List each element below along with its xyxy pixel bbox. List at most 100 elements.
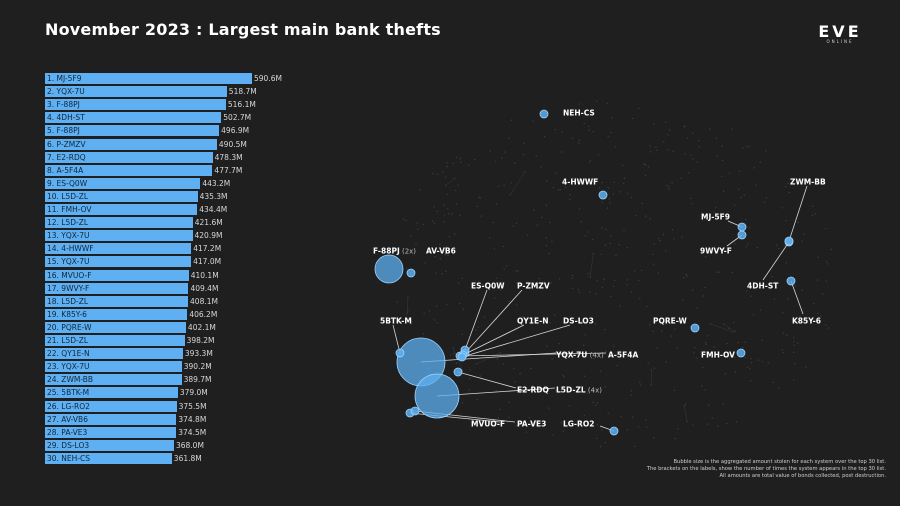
- bar-category-label: 22. QY1E-N: [47, 349, 90, 359]
- system-count-label: (4x): [587, 352, 604, 360]
- bar-category-label: 26. LG-RO2: [47, 401, 90, 411]
- system-label: P-ZMZV: [517, 282, 550, 291]
- bar-value-label: 434.4M: [199, 205, 228, 214]
- bar-value-label: 398.2M: [186, 336, 215, 345]
- leader-line: [762, 241, 790, 281]
- bar-value-label: 379.0M: [179, 388, 208, 398]
- system-label: ES-Q0W: [471, 282, 505, 291]
- footnote-2: The brackets on the labels, show the num…: [646, 466, 886, 472]
- bar-value-label: 443.2M: [202, 178, 231, 188]
- bar: [45, 426, 177, 438]
- system-label: ZWM-BB: [790, 178, 826, 187]
- bar: [45, 230, 193, 242]
- bar-category-label: 23. YQX-7U: [47, 362, 90, 372]
- system-label: YQX-7U (4x): [555, 351, 604, 360]
- system-label: F-88PJ (2x): [373, 247, 416, 256]
- bar-value-label: 496.9M: [221, 126, 250, 136]
- bar: [45, 256, 192, 268]
- system-bubble: [598, 190, 608, 200]
- bar-value-label: 361.8M: [173, 453, 202, 463]
- logo-text: EVE: [818, 22, 862, 41]
- system-bubble: [410, 406, 420, 416]
- bar-category-label: 30. NEH-CS: [47, 453, 91, 463]
- leader-line: [392, 324, 401, 354]
- system-bubble: [784, 236, 794, 246]
- leader-line: [457, 371, 517, 389]
- system-bubble: [786, 276, 796, 286]
- system-bubble: [736, 348, 746, 358]
- bar-category-label: 1. MJ-5F9: [47, 74, 82, 83]
- bar-value-label: 417.2M: [193, 244, 222, 254]
- bar-category-label: 21. L5D-ZL: [47, 336, 89, 345]
- system-label: A-5F4A: [608, 351, 638, 360]
- bar-category-label: 9. ES-Q0W: [47, 178, 88, 188]
- bar: [45, 452, 172, 464]
- bar: [45, 387, 178, 399]
- bar-value-label: 409.4M: [190, 283, 219, 293]
- system-label: E2-RDQ: [517, 386, 549, 395]
- bar-value-label: 402.1M: [187, 322, 216, 332]
- bar-value-label: 421.6M: [194, 218, 223, 228]
- system-label: NEH-CS: [563, 109, 595, 118]
- bar-category-label: 17. 9WVY-F: [47, 283, 90, 293]
- system-bubble: [453, 367, 463, 377]
- bar-value-label: 389.7M: [183, 375, 212, 385]
- bar: [45, 99, 226, 111]
- leader-line: [788, 185, 808, 242]
- bar: [45, 361, 182, 373]
- bar: [45, 112, 222, 124]
- bar: [45, 413, 177, 425]
- bar-category-label: 13. YQX-7U: [47, 231, 90, 241]
- bar-category-label: 29. DS-LO3: [47, 440, 90, 450]
- bar-value-label: 368.0M: [175, 440, 204, 450]
- system-label: K85Y-6: [792, 317, 821, 326]
- bar: [45, 348, 183, 360]
- bar-value-label: 478.3M: [214, 152, 243, 162]
- bar-value-label: 375.5M: [178, 401, 207, 411]
- bar: [45, 204, 198, 215]
- bar-value-label: 417.0M: [193, 257, 222, 267]
- bar-value-label: 516.1M: [227, 100, 256, 110]
- system-label: PQRE-W: [653, 317, 688, 326]
- map-background-network: [394, 100, 832, 448]
- system-label: L5D-ZL (4x): [556, 386, 602, 395]
- chart-title: November 2023 : Largest main bank thefts: [45, 20, 441, 39]
- leader-line: [464, 289, 488, 351]
- system-label: 4-HWWF: [562, 178, 598, 187]
- bar-category-label: 3. F-88PJ: [47, 100, 80, 110]
- bar-value-label: 502.7M: [223, 113, 252, 123]
- system-bubble: [406, 268, 416, 278]
- bar: [45, 321, 186, 333]
- footnote-1: Bubble size is the aggregated amount sto…: [673, 459, 886, 465]
- bar-category-label: 28. PA-VE3: [47, 427, 88, 437]
- system-label: LG-RO2: [563, 420, 594, 429]
- bar-value-label: 393.3M: [184, 349, 213, 359]
- bar-category-label: 14. 4-HWWF: [47, 244, 94, 254]
- bar-category-label: 24. ZWM-BB: [47, 375, 94, 385]
- system-bubble: [609, 426, 619, 436]
- bar: [45, 335, 185, 346]
- bar-category-label: 25. 5BTK-M: [47, 388, 90, 398]
- system-label: QY1E-N: [517, 317, 549, 326]
- bar-value-label: 374.5M: [178, 427, 207, 437]
- bar-value-label: 374.8M: [178, 414, 207, 424]
- bar: [45, 295, 189, 307]
- bar-category-label: 15. YQX-7U: [47, 257, 90, 267]
- bar-value-label: 518.7M: [228, 87, 257, 97]
- bar: [45, 125, 220, 137]
- bar-category-label: 20. PQRE-W: [47, 322, 92, 332]
- bar-value-label: 406.2M: [189, 309, 218, 319]
- bar-category-label: 4. 4DH-ST: [47, 113, 85, 123]
- system-label: 5BTK-M: [380, 317, 412, 326]
- bar: [45, 400, 177, 412]
- system-label: PA-VE3: [517, 420, 546, 429]
- system-label: DS-LO3: [563, 317, 594, 326]
- bar-category-label: 19. K85Y-6: [47, 309, 87, 319]
- system-bubble: [457, 352, 467, 362]
- leader-line: [462, 324, 525, 356]
- eve-online-logo: EVE ONLINE: [812, 22, 868, 44]
- bar-category-label: 7. E2-RDQ: [47, 152, 86, 162]
- system-bubble: [395, 348, 405, 358]
- bar: [45, 177, 201, 189]
- system-label: AV-VB6: [426, 247, 456, 256]
